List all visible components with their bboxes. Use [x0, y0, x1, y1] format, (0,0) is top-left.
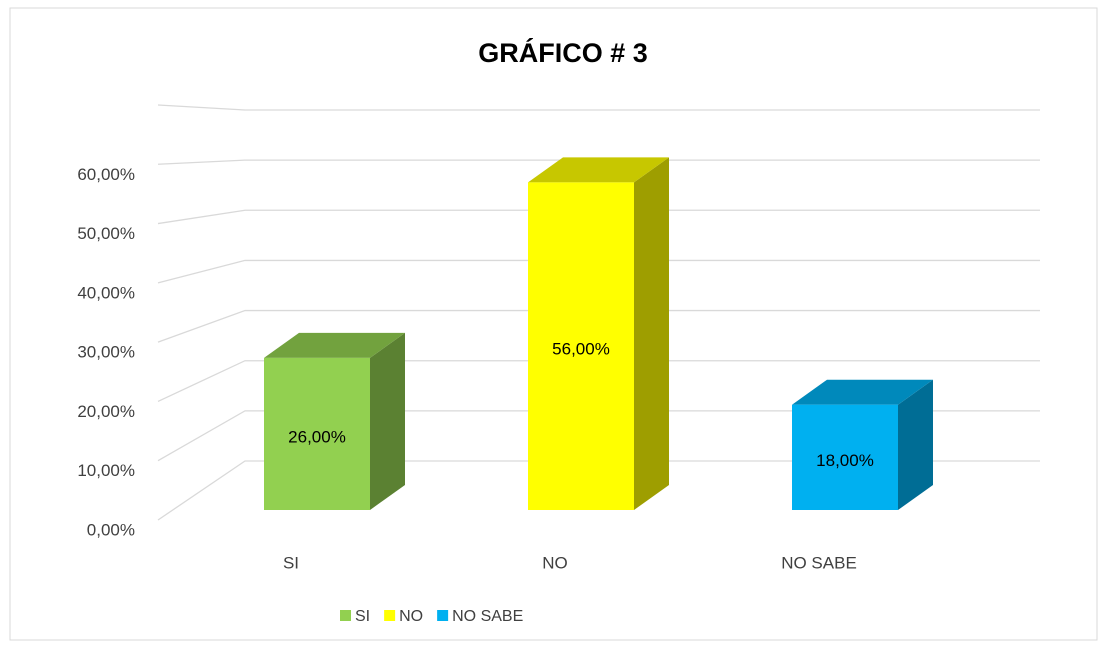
grid-line: [157, 309, 1040, 343]
x-tick-label: SI: [283, 553, 299, 572]
y-tick-label: 60,00%: [77, 165, 135, 184]
grid-line: [157, 209, 1040, 225]
value-label: 56,00%: [552, 340, 610, 359]
bar-top: [264, 332, 405, 358]
legend-label: NO SABE: [452, 608, 523, 625]
bar-side: [634, 157, 669, 510]
bar-top: [528, 157, 669, 183]
legend-label: NO: [399, 608, 423, 625]
grid-line: [157, 360, 1040, 403]
bar-front: [528, 182, 634, 510]
y-tick-label: 0,00%: [87, 520, 135, 539]
x-tick-label: NO SABE: [781, 553, 857, 572]
legend-swatch: [437, 610, 449, 621]
y-tick-label: 30,00%: [77, 343, 135, 362]
grid-line: [157, 159, 1040, 165]
legend-label: SI: [355, 608, 370, 625]
grid-line: [157, 410, 1040, 462]
x-tick-label: NO: [542, 553, 568, 572]
bar-top: [792, 379, 933, 405]
bar-front: [264, 357, 370, 510]
grid-line: [157, 259, 1040, 284]
bar: [528, 157, 669, 510]
chart-title: GRÁFICO # 3: [478, 37, 648, 68]
legend-swatch: [384, 610, 396, 621]
grid-line: [157, 460, 1040, 521]
bar-front: [792, 404, 898, 510]
bar-side: [370, 332, 405, 510]
value-label: 26,00%: [288, 427, 346, 446]
y-tick-label: 20,00%: [77, 402, 135, 421]
bar: [264, 332, 405, 510]
bar: [792, 379, 933, 510]
wall-edge: [157, 104, 1040, 111]
y-tick-label: 10,00%: [77, 461, 135, 480]
bar-side: [898, 379, 933, 510]
y-tick-label: 50,00%: [77, 224, 135, 243]
value-label: 18,00%: [816, 451, 874, 470]
y-tick-label: 40,00%: [77, 283, 135, 302]
legend-swatch: [340, 610, 351, 621]
